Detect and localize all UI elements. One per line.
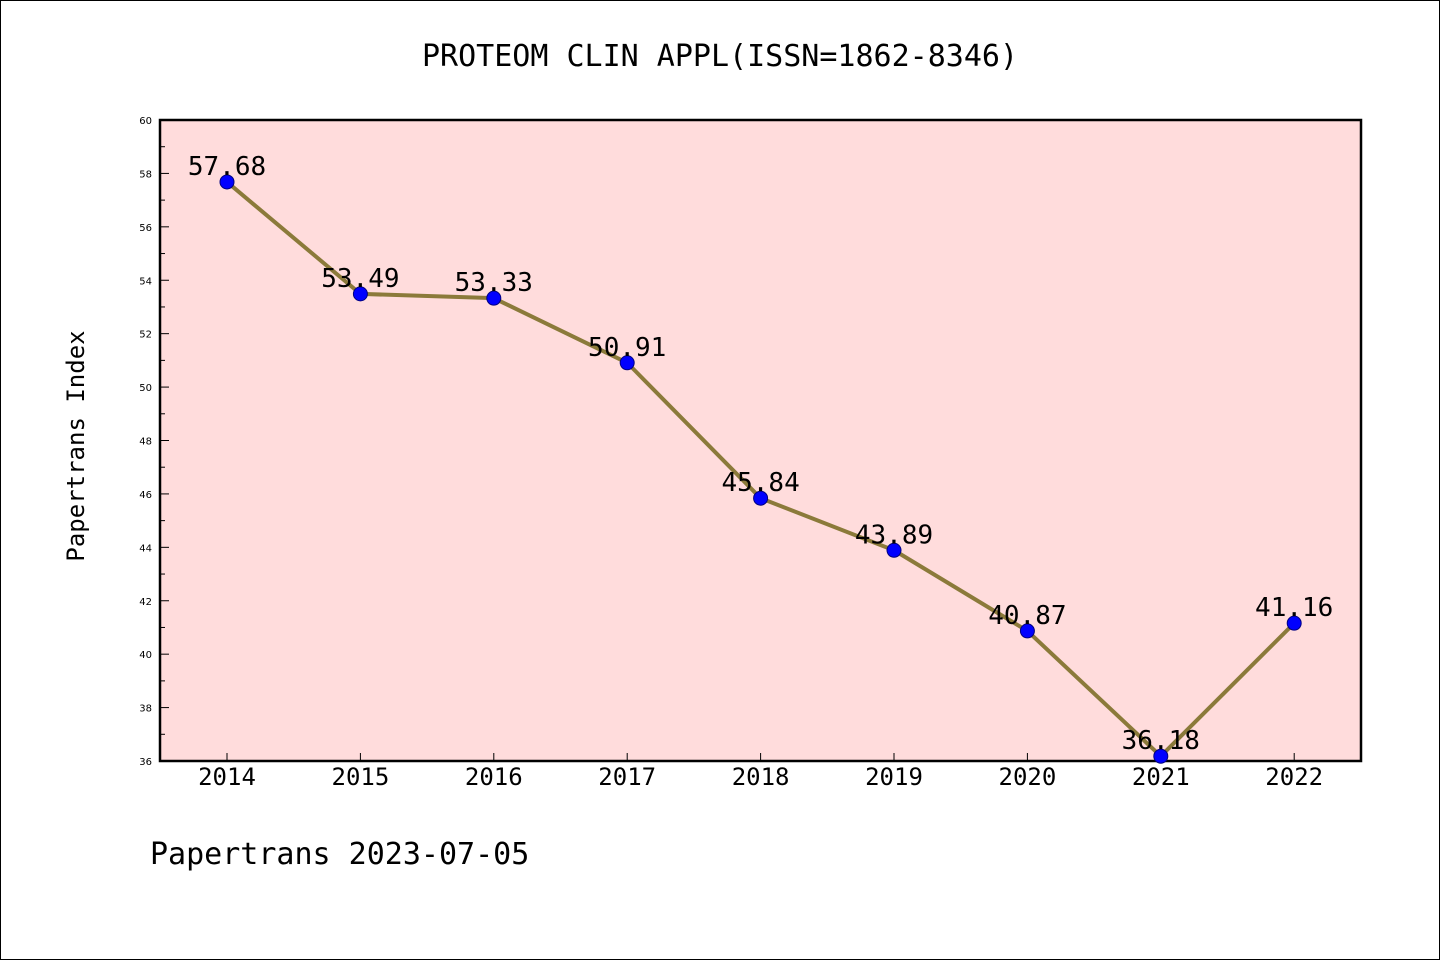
y-tick-label: 40 — [139, 650, 152, 661]
y-tick-label: 60 — [139, 116, 152, 127]
data-point — [219, 174, 235, 190]
data-label: 50.91 — [588, 333, 666, 363]
x-tick-label: 2017 — [598, 763, 656, 791]
data-label: 36.18 — [1122, 726, 1200, 756]
x-axis: 2014 2015 2016 2017 2018 2019 2020 2021 2022 — [198, 753, 1323, 791]
x-tick-label: 2018 — [732, 763, 790, 791]
footer-text: Papertrans 2023-07-05 — [150, 837, 529, 872]
data-point — [352, 286, 368, 302]
y-tick-label: 48 — [139, 437, 152, 448]
x-tick-label: 2019 — [865, 763, 923, 791]
data-label: 45.84 — [721, 468, 799, 498]
data-label: 40.87 — [988, 601, 1066, 631]
y-tick-label: 38 — [139, 704, 152, 715]
plot-area — [158, 118, 1363, 763]
x-tick-label: 2014 — [198, 763, 256, 791]
data-point — [1286, 615, 1302, 631]
y-tick-label: 36 — [139, 757, 152, 768]
data-label: 57.68 — [188, 152, 266, 182]
data-labels: 57.68 53.49 53.33 50.91 45.84 43.89 40.87 36.18… — [188, 152, 1333, 756]
x-tick-label: 2015 — [332, 763, 390, 791]
data-point — [753, 490, 769, 506]
y-tick-label: 56 — [139, 223, 152, 234]
data-label: 41.16 — [1255, 593, 1333, 623]
y-axis-label: Papertrans Index — [62, 330, 90, 561]
data-point — [1153, 748, 1169, 764]
chart-title: PROTEOM CLIN APPL(ISSN=1862-8346) — [422, 39, 1018, 74]
y-tick-label: 42 — [139, 597, 152, 608]
data-label: 53.33 — [455, 268, 533, 298]
data-point — [886, 542, 902, 558]
data-point — [619, 355, 635, 371]
y-tick-label: 52 — [139, 330, 152, 341]
x-tick-label: 2020 — [999, 763, 1057, 791]
y-axis: 36 38 40 42 44 46 48 50 52 54 56 58 60 — [139, 116, 169, 768]
y-tick-label: 46 — [139, 490, 152, 501]
x-tick-label: 2016 — [465, 763, 523, 791]
data-point — [1019, 623, 1035, 639]
data-label: 43.89 — [855, 520, 933, 550]
data-point — [486, 290, 502, 306]
data-series — [219, 174, 1302, 764]
y-tick-label: 50 — [139, 383, 152, 394]
y-tick-label: 54 — [139, 276, 152, 287]
y-tick-label: 44 — [139, 543, 152, 554]
y-tick-label: 58 — [139, 169, 152, 180]
x-tick-label: 2021 — [1132, 763, 1190, 791]
data-label: 53.49 — [321, 264, 399, 294]
x-tick-label: 2022 — [1265, 763, 1323, 791]
